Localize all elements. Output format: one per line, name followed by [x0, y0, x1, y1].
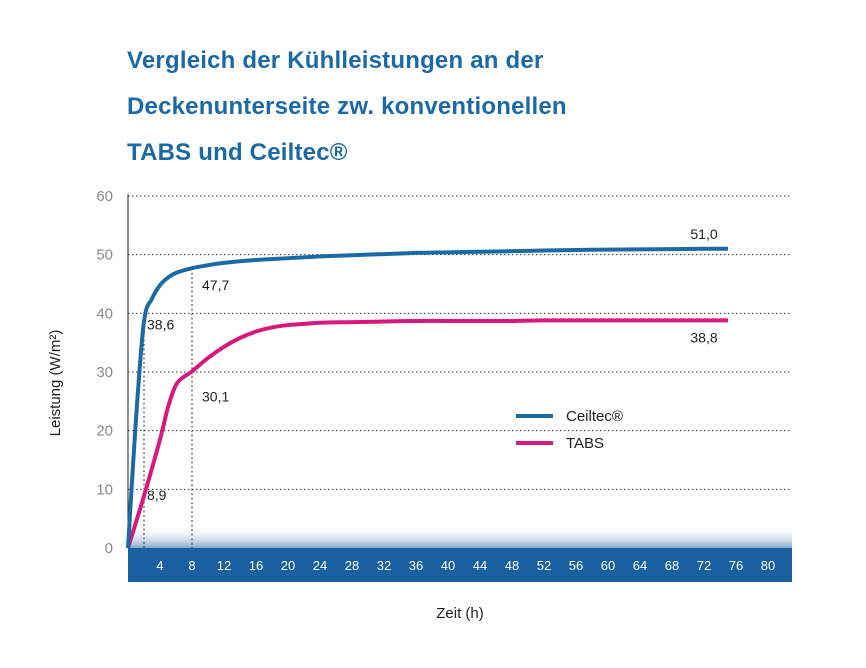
x-tick-label: 36: [409, 558, 423, 573]
x-tick-label: 80: [761, 558, 775, 573]
x-tick-label: 28: [345, 558, 359, 573]
data-labels: 38,6 47,7 8,9 30,1 51,0 38,8: [147, 226, 718, 503]
chart-title-line-1: Vergleich der Kühlleistungen an der: [127, 47, 544, 74]
data-label: 8,9: [147, 487, 167, 503]
series-line-ceiltec: [126, 246, 729, 549]
x-tick-label: 40: [441, 558, 455, 573]
series-line-tabs: [126, 318, 728, 549]
y-tick-label: 50: [96, 247, 113, 264]
data-label: 51,0: [690, 226, 717, 242]
x-axis-band: [128, 548, 792, 582]
x-tick-label: 12: [217, 558, 231, 573]
x-tick-label: 8: [188, 558, 195, 573]
x-tick-label: 64: [633, 558, 647, 573]
x-tick-label: 48: [505, 558, 519, 573]
x-tick-label: 68: [665, 558, 679, 573]
y-tick-label: 60: [96, 188, 113, 205]
x-tick-label: 56: [569, 558, 583, 573]
legend: Ceiltec® TABS: [516, 408, 623, 452]
chart-title-line-3: TABS und Ceiltec®: [127, 139, 348, 166]
x-tick-label: 72: [697, 558, 711, 573]
x-tick-label: 16: [249, 558, 263, 573]
legend-label: TABS: [566, 435, 604, 452]
x-axis-label: Zeit (h): [436, 605, 484, 622]
x-tick-label: 20: [281, 558, 295, 573]
grid-lines: [128, 195, 792, 490]
guide-lines: [143, 268, 193, 548]
chart-title: Vergleich der Kühlleistungen an der Deck…: [127, 38, 727, 176]
x-tick-label: 52: [537, 558, 551, 573]
y-tick-label: 20: [96, 423, 113, 440]
x-tick-label: 76: [729, 558, 743, 573]
y-tick-label: 0: [105, 540, 113, 557]
legend-label: Ceiltec®: [566, 408, 623, 425]
x-tick-label: 44: [473, 558, 487, 573]
x-tick-label: 24: [313, 558, 327, 573]
series-lines: [126, 246, 729, 549]
x-tick-label: 60: [601, 558, 615, 573]
chart-title-line-2: Deckenunterseite zw. konventionellen: [127, 93, 567, 120]
y-axis-label: Leistung (W/m²): [47, 330, 64, 437]
data-label: 38,8: [690, 329, 717, 345]
x-tick-label: 4: [156, 558, 163, 573]
x-tick-label: 32: [377, 558, 391, 573]
data-label: 30,1: [202, 388, 229, 404]
floor-gradient: [128, 526, 792, 548]
y-tick-label: 10: [96, 481, 113, 498]
y-tick-label: 30: [96, 364, 113, 381]
data-label: 47,7: [202, 277, 229, 293]
y-tick-label: 40: [96, 305, 113, 322]
data-label: 38,6: [147, 317, 174, 333]
